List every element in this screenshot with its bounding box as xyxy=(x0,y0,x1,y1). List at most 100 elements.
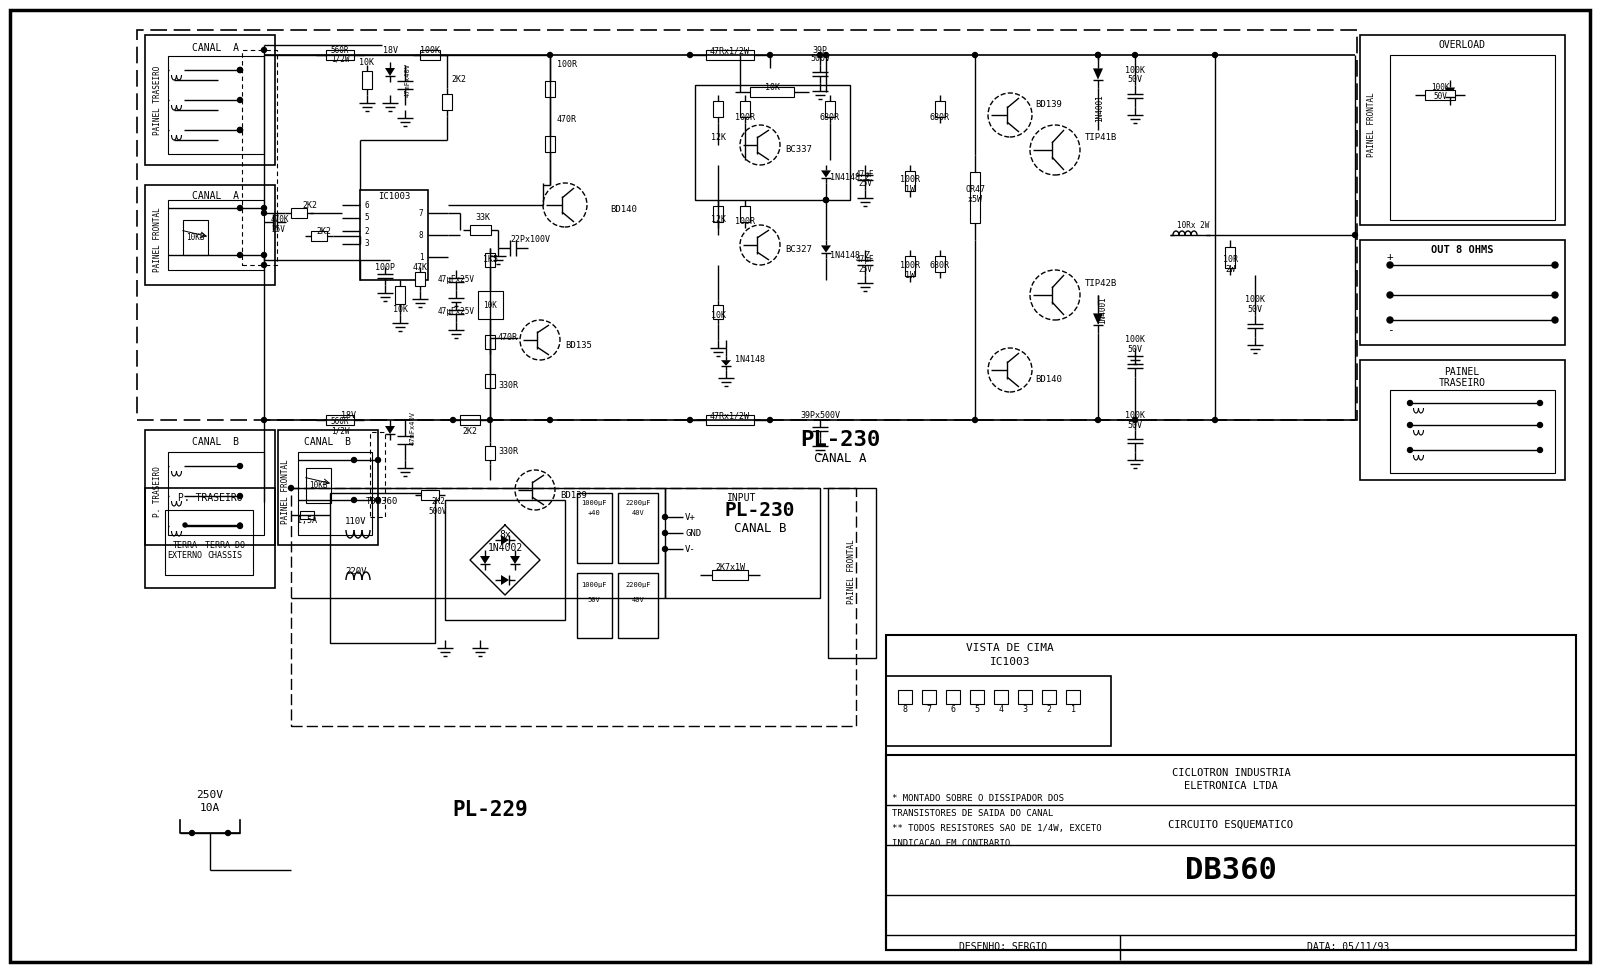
Text: CANAL  A: CANAL A xyxy=(192,43,239,53)
Bar xyxy=(935,100,945,118)
Bar xyxy=(935,256,945,272)
Circle shape xyxy=(740,225,780,265)
Text: 25V: 25V xyxy=(858,264,873,273)
Circle shape xyxy=(663,546,668,551)
Circle shape xyxy=(972,52,978,57)
Text: CICLOTRON INDUSTRIA: CICLOTRON INDUSTRIA xyxy=(1172,768,1290,778)
Bar xyxy=(485,253,495,267)
Bar xyxy=(445,500,565,620)
Text: DESENHO: SERGIO: DESENHO: SERGIO xyxy=(959,942,1047,952)
Text: 5: 5 xyxy=(365,214,370,223)
Bar xyxy=(885,635,1575,950)
Circle shape xyxy=(1212,418,1217,423)
Text: 4: 4 xyxy=(999,706,1004,714)
Text: 2200µF: 2200µF xyxy=(626,500,650,506)
Bar xyxy=(576,493,612,563)
Circle shape xyxy=(1551,317,1558,323)
Circle shape xyxy=(972,418,978,423)
Text: BC327: BC327 xyxy=(784,246,812,255)
Circle shape xyxy=(1029,270,1081,320)
Text: P. TRASEIRO: P. TRASEIRO xyxy=(152,467,162,517)
Text: 7: 7 xyxy=(927,706,932,714)
Circle shape xyxy=(516,470,556,510)
Text: 33K: 33K xyxy=(475,214,490,223)
Text: 330R: 330R xyxy=(498,447,519,457)
Circle shape xyxy=(1353,232,1358,237)
Text: 3: 3 xyxy=(1023,706,1028,714)
Bar xyxy=(485,374,495,388)
Circle shape xyxy=(237,97,242,102)
Bar xyxy=(291,488,857,726)
Text: PAINEL FRONTAL: PAINEL FRONTAL xyxy=(847,539,857,605)
Circle shape xyxy=(288,485,293,491)
Bar xyxy=(306,468,331,503)
Text: 1N4148 Z: 1N4148 Z xyxy=(829,173,869,183)
Text: 100K: 100K xyxy=(1246,295,1265,304)
Bar xyxy=(168,56,264,154)
Text: 10K: 10K xyxy=(360,58,375,67)
Text: TRANSISTORES DE SAIDA DO CANAL: TRANSISTORES DE SAIDA DO CANAL xyxy=(892,809,1053,817)
Bar xyxy=(471,225,492,235)
Text: CIRCUITO ESQUEMATICO: CIRCUITO ESQUEMATICO xyxy=(1169,820,1294,830)
Text: TRASEIRO: TRASEIRO xyxy=(1439,378,1486,388)
Bar xyxy=(168,452,264,535)
Polygon shape xyxy=(1446,87,1455,97)
Text: 100R: 100R xyxy=(557,60,576,70)
Text: 560R: 560R xyxy=(331,418,349,427)
Text: 100R: 100R xyxy=(900,176,921,185)
Bar xyxy=(395,286,405,304)
Circle shape xyxy=(1537,423,1542,428)
Text: 3: 3 xyxy=(365,239,370,249)
Text: 1N4148: 1N4148 xyxy=(735,356,765,364)
Text: 50V: 50V xyxy=(1247,305,1263,315)
Bar xyxy=(279,430,378,545)
Bar xyxy=(442,93,451,111)
Text: 1/2W: 1/2W xyxy=(331,54,349,63)
Text: 470R: 470R xyxy=(557,116,576,124)
Text: 5: 5 xyxy=(975,706,980,714)
Polygon shape xyxy=(821,170,831,178)
Bar xyxy=(360,190,427,280)
Text: CANAL  B: CANAL B xyxy=(192,437,239,447)
Text: IC1003: IC1003 xyxy=(378,192,410,201)
Circle shape xyxy=(237,464,242,469)
Text: -: - xyxy=(1386,325,1393,335)
Bar xyxy=(183,220,208,255)
Text: 47Rx1/2W: 47Rx1/2W xyxy=(709,47,749,55)
Text: 1000µF: 1000µF xyxy=(581,500,607,506)
Bar xyxy=(749,87,794,97)
Circle shape xyxy=(261,262,266,267)
Text: 110V: 110V xyxy=(346,517,367,527)
Circle shape xyxy=(1029,125,1081,175)
Circle shape xyxy=(237,205,242,211)
Circle shape xyxy=(988,93,1033,137)
Text: 39Px500V: 39Px500V xyxy=(800,411,841,421)
Polygon shape xyxy=(480,556,490,564)
Text: 2K2: 2K2 xyxy=(317,227,331,236)
Circle shape xyxy=(548,418,552,423)
Text: V+: V+ xyxy=(685,512,696,522)
Text: 12K: 12K xyxy=(711,133,725,143)
Bar xyxy=(706,50,754,60)
Text: CANAL B: CANAL B xyxy=(733,522,786,535)
Bar xyxy=(922,690,937,704)
Bar xyxy=(1359,35,1566,225)
Text: PL-229: PL-229 xyxy=(451,800,528,820)
Circle shape xyxy=(352,498,357,503)
Text: x5W: x5W xyxy=(967,195,983,204)
Polygon shape xyxy=(511,556,520,564)
Text: 50V: 50V xyxy=(1433,92,1447,101)
Bar xyxy=(905,171,916,191)
Text: BD139: BD139 xyxy=(1034,100,1061,110)
Text: OUT 8 OHMS: OUT 8 OHMS xyxy=(1431,245,1494,255)
Text: 47K: 47K xyxy=(413,263,427,272)
Polygon shape xyxy=(501,575,509,585)
Bar xyxy=(905,257,916,276)
Text: 1N4001: 1N4001 xyxy=(1095,94,1105,122)
Bar xyxy=(1018,690,1033,704)
Bar xyxy=(138,30,1358,420)
Bar xyxy=(885,755,1575,950)
Text: 1W: 1W xyxy=(905,186,916,194)
Circle shape xyxy=(1386,317,1393,323)
Text: 1N4001: 1N4001 xyxy=(1098,296,1106,324)
